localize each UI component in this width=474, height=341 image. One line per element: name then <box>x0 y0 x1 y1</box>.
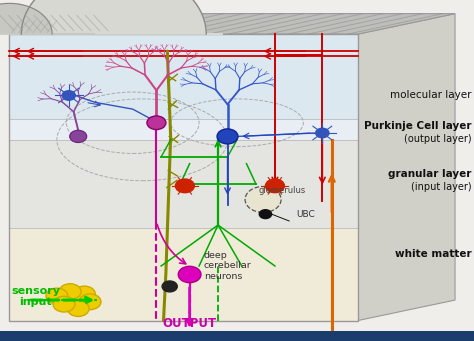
Text: white matter: white matter <box>395 249 472 259</box>
Polygon shape <box>358 14 455 321</box>
Text: molecular layer: molecular layer <box>390 90 472 101</box>
Polygon shape <box>0 3 95 34</box>
Circle shape <box>162 281 177 292</box>
Polygon shape <box>9 34 358 119</box>
Polygon shape <box>9 119 358 140</box>
Text: deep
cerebellar
neurons: deep cerebellar neurons <box>204 251 252 281</box>
Circle shape <box>79 294 101 310</box>
Text: granular layer: granular layer <box>388 169 472 179</box>
Circle shape <box>245 187 281 212</box>
Circle shape <box>62 91 75 100</box>
Circle shape <box>316 128 329 138</box>
Text: (input layer): (input layer) <box>411 182 472 192</box>
Circle shape <box>63 296 84 312</box>
Circle shape <box>67 301 89 316</box>
Text: OUTPUT: OUTPUT <box>163 317 217 330</box>
Circle shape <box>70 130 87 143</box>
Circle shape <box>259 210 272 219</box>
Circle shape <box>147 116 166 130</box>
Polygon shape <box>9 14 455 34</box>
Circle shape <box>217 129 238 144</box>
Circle shape <box>175 179 194 193</box>
Text: sensory
input: sensory input <box>11 286 60 308</box>
Text: Purkinje Cell layer: Purkinje Cell layer <box>364 121 472 131</box>
Circle shape <box>53 296 75 312</box>
Circle shape <box>73 286 95 302</box>
Circle shape <box>59 284 81 299</box>
Polygon shape <box>9 140 358 228</box>
Circle shape <box>46 288 68 304</box>
Text: (output layer): (output layer) <box>404 134 472 144</box>
Text: glomerulus: glomerulus <box>258 187 306 195</box>
Polygon shape <box>9 228 358 321</box>
Polygon shape <box>9 0 223 34</box>
Circle shape <box>178 266 201 283</box>
Text: UBC: UBC <box>296 210 315 219</box>
Bar <box>0 331 474 341</box>
Circle shape <box>265 179 284 193</box>
